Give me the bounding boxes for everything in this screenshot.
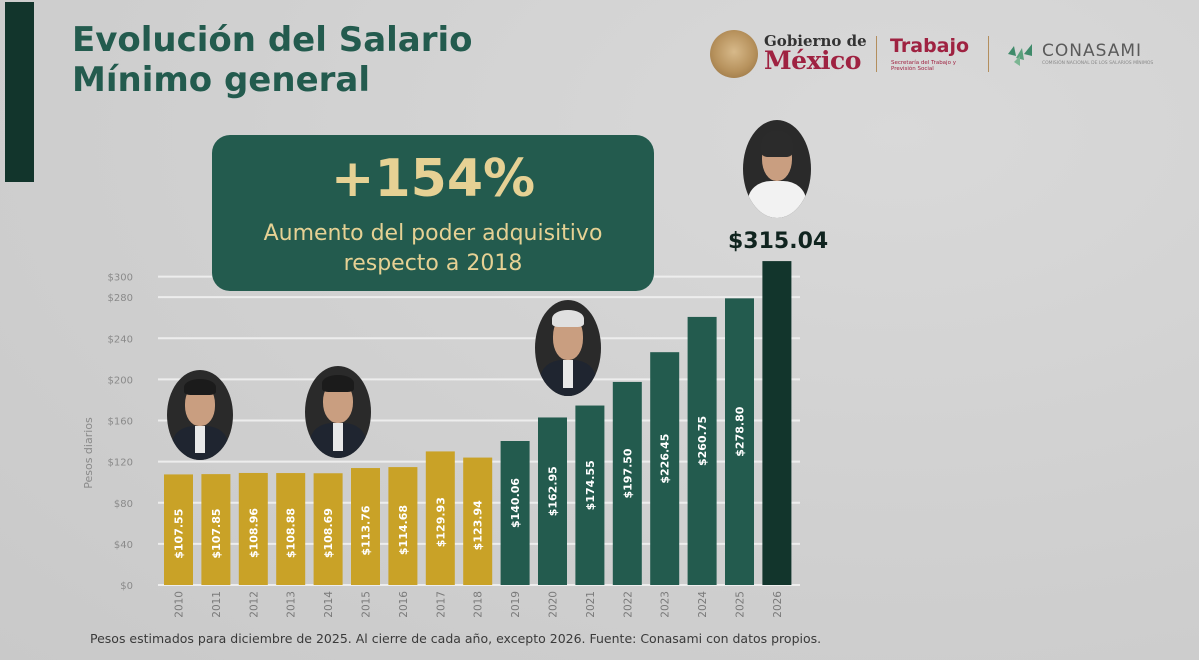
y-tick-label: $300: [108, 273, 133, 284]
y-tick-label: $0: [120, 581, 133, 592]
x-tick-label: 2011: [211, 591, 223, 618]
bar: [313, 473, 343, 585]
x-tick-label: 2025: [735, 591, 747, 618]
bar-value-label: $123.94: [472, 500, 485, 550]
x-tick-label: 2023: [660, 591, 672, 618]
x-tick-label: 2017: [435, 591, 447, 618]
x-tick-label: 2010: [174, 591, 186, 618]
callout-box: +154% Aumento del poder adquisitivo resp…: [212, 135, 654, 291]
title-line-2: Mínimo general: [72, 60, 370, 100]
bar: [351, 468, 380, 585]
x-tick-label: 2014: [323, 591, 335, 618]
bar: [612, 381, 642, 585]
x-tick-label: 2024: [697, 591, 709, 618]
bar-value-label: $174.55: [584, 460, 597, 510]
portrait-2025-president: [743, 120, 811, 218]
bar-value-label: $197.50: [621, 448, 634, 498]
x-tick-label: 2018: [473, 591, 485, 618]
trabajo-logo: Trabajo: [890, 35, 970, 57]
x-tick-label: 2026: [772, 591, 784, 618]
gobierno-logo-top: Gobierno de: [764, 32, 867, 50]
bar: [276, 473, 306, 585]
x-tick-label: 2022: [622, 591, 634, 618]
conasami-logo-subtitle: COMISIÓN NACIONAL DE LOS SALARIOS MÍNIMO…: [1042, 61, 1154, 66]
bar-value-label: $114.68: [397, 505, 410, 555]
portrait-2010-president: [167, 370, 233, 460]
bar-value-label: $108.88: [285, 508, 298, 558]
callout-percentage: +154%: [330, 149, 536, 209]
portrait-2019-president: [535, 300, 601, 396]
y-tick-label: $120: [108, 458, 133, 469]
bar: [650, 352, 680, 585]
bar: [538, 417, 567, 585]
bar: [725, 298, 754, 585]
bar: [463, 457, 493, 585]
conasami-leaf-icon: [1008, 44, 1032, 66]
bar: [687, 316, 717, 585]
bar: [575, 405, 605, 585]
x-tick-label: 2021: [585, 591, 597, 618]
bar-value-label: $226.45: [659, 434, 672, 484]
footnote: Pesos estimados para diciembre de 2025. …: [90, 631, 822, 646]
y-tick-label: $240: [108, 334, 133, 345]
title-line-1: Evolución del Salario: [72, 20, 473, 60]
y-tick-label: $200: [108, 375, 133, 386]
logo-divider: [988, 36, 989, 72]
bar-value-label: $129.93: [434, 497, 447, 547]
bar: [164, 474, 193, 585]
bar: [762, 261, 792, 585]
bar-value-label: $278.80: [734, 406, 747, 456]
national-seal-icon: [710, 30, 758, 78]
bar-value-label: $260.75: [696, 416, 709, 466]
x-tick-label: 2019: [510, 591, 522, 618]
bar: [238, 472, 268, 585]
y-axis-label: Pesos diarios: [82, 417, 95, 489]
x-tick-label: 2015: [361, 591, 373, 618]
x-tick-label: 2012: [248, 591, 260, 618]
logo-strip: Gobierno de México Trabajo Secretaría de…: [708, 26, 1178, 86]
y-tick-label: $80: [114, 499, 133, 510]
trabajo-logo-subtitle: Secretaría del Trabajo y Previsión Socia…: [891, 60, 956, 72]
y-tick-label: $40: [114, 540, 133, 551]
page-title: Evolución del Salario Mínimo general: [72, 20, 473, 100]
highlight-value-label: $315.04: [728, 229, 829, 254]
y-tick-label: $160: [108, 417, 133, 428]
bar-value-label: $113.76: [360, 505, 373, 555]
bar-value-label: $108.96: [247, 508, 260, 558]
bar: [500, 441, 530, 585]
bar-value-label: $140.06: [509, 478, 522, 528]
accent-bar: [5, 2, 34, 182]
y-tick-label: $280: [108, 293, 133, 304]
logo-divider: [876, 36, 877, 72]
conasami-logo: CONASAMI: [1042, 41, 1143, 61]
portrait-2013-president: [305, 366, 371, 458]
bar: [425, 451, 455, 585]
bar-value-label: $107.55: [173, 509, 186, 559]
x-tick-label: 2020: [548, 591, 560, 618]
bar: [201, 474, 231, 585]
callout-text: Aumento del poder adquisitivo respecto a…: [212, 219, 654, 279]
bar-value-label: $108.69: [322, 508, 335, 558]
bar-value-label: $162.95: [547, 466, 560, 516]
callout-line-2: respecto a 2018: [343, 251, 523, 276]
x-tick-label: 2016: [398, 591, 410, 618]
bar-value-label: $107.85: [210, 509, 223, 559]
bar: [388, 467, 418, 585]
gobierno-logo-bottom: México: [764, 46, 861, 75]
x-tick-label: 2013: [286, 591, 298, 618]
callout-line-1: Aumento del poder adquisitivo: [263, 221, 603, 246]
